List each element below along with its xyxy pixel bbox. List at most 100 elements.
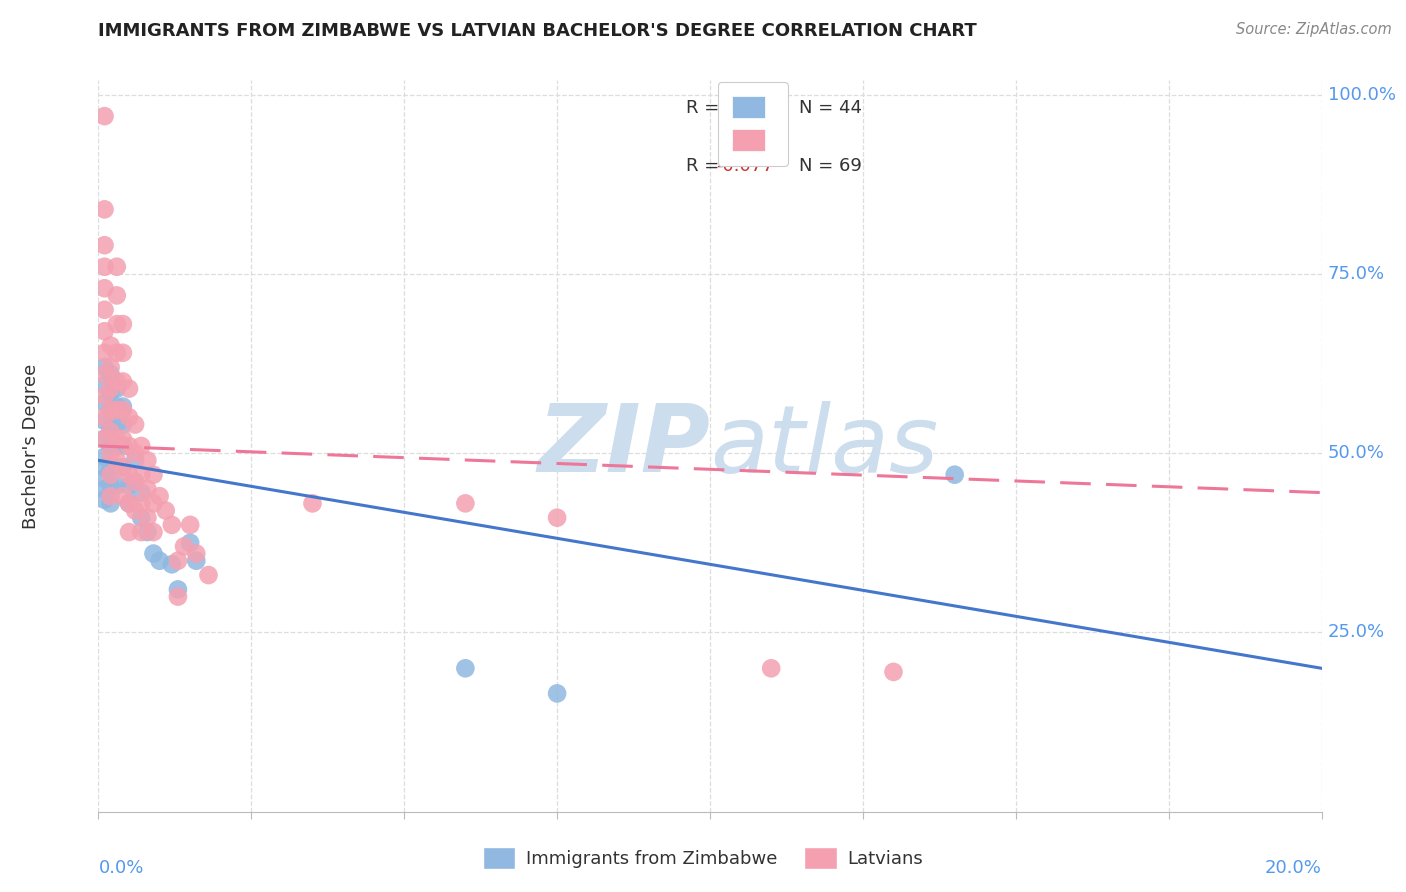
- Point: [883, 665, 905, 679]
- Point: [759, 661, 782, 675]
- Point: [124, 453, 146, 467]
- Point: [160, 558, 183, 572]
- Point: [301, 496, 323, 510]
- Point: [111, 460, 134, 475]
- Point: [124, 417, 146, 432]
- Point: [179, 536, 201, 550]
- Point: [105, 288, 128, 302]
- Point: [93, 460, 115, 475]
- Point: [118, 496, 141, 510]
- Point: [136, 453, 159, 467]
- Point: [129, 439, 152, 453]
- Point: [93, 396, 115, 410]
- Point: [93, 492, 115, 507]
- Text: atlas: atlas: [710, 401, 938, 491]
- Point: [105, 317, 128, 331]
- Point: [100, 382, 122, 396]
- Point: [93, 450, 115, 464]
- Point: [546, 686, 568, 700]
- Point: [93, 410, 115, 425]
- Point: [118, 382, 141, 396]
- Text: IMMIGRANTS FROM ZIMBABWE VS LATVIAN BACHELOR'S DEGREE CORRELATION CHART: IMMIGRANTS FROM ZIMBABWE VS LATVIAN BACH…: [98, 22, 977, 40]
- Point: [186, 554, 208, 568]
- Point: [93, 414, 115, 428]
- Point: [100, 460, 122, 475]
- Point: [93, 345, 115, 359]
- Point: [100, 467, 122, 482]
- Point: [173, 540, 195, 554]
- Point: [118, 478, 141, 492]
- Point: [105, 345, 128, 359]
- Point: [93, 238, 115, 252]
- Point: [129, 467, 152, 482]
- Point: [93, 471, 115, 485]
- Point: [124, 475, 146, 489]
- Point: [129, 510, 152, 524]
- Point: [93, 202, 115, 217]
- Point: [100, 403, 122, 417]
- Point: [111, 439, 134, 453]
- Legend: Immigrants from Zimbabwe, Latvians: Immigrants from Zimbabwe, Latvians: [474, 838, 932, 879]
- Point: [100, 489, 122, 503]
- Point: [100, 421, 122, 435]
- Point: [149, 554, 172, 568]
- Point: [93, 324, 115, 338]
- Text: 25.0%: 25.0%: [1327, 624, 1385, 641]
- Point: [179, 517, 201, 532]
- Point: [93, 360, 115, 375]
- Point: [111, 403, 134, 417]
- Point: [100, 338, 122, 352]
- Text: 20.0%: 20.0%: [1265, 859, 1322, 877]
- Text: Bachelor's Degree: Bachelor's Degree: [22, 363, 41, 529]
- Point: [100, 403, 122, 417]
- Point: [105, 403, 128, 417]
- Point: [129, 496, 152, 510]
- Point: [105, 453, 128, 467]
- Point: [546, 510, 568, 524]
- Point: [124, 446, 146, 460]
- Point: [100, 360, 122, 375]
- Point: [167, 582, 190, 597]
- Point: [105, 382, 128, 396]
- Point: [93, 281, 115, 295]
- Point: [93, 260, 115, 274]
- Point: [100, 446, 122, 460]
- Text: N = 44: N = 44: [800, 99, 862, 117]
- Point: [100, 425, 122, 439]
- Point: [155, 503, 177, 517]
- Point: [111, 400, 134, 414]
- Point: [111, 345, 134, 359]
- Text: 0.0%: 0.0%: [98, 859, 143, 877]
- Point: [105, 460, 128, 475]
- Point: [142, 467, 165, 482]
- Point: [454, 661, 477, 675]
- Point: [111, 375, 134, 389]
- Point: [118, 524, 141, 539]
- Point: [136, 524, 159, 539]
- Point: [105, 400, 128, 414]
- Point: [160, 517, 183, 532]
- Point: [93, 368, 115, 382]
- Point: [111, 317, 134, 331]
- Point: [118, 410, 141, 425]
- Point: [100, 439, 122, 453]
- Point: [129, 524, 152, 539]
- Text: -0.238: -0.238: [716, 99, 775, 117]
- Point: [129, 485, 152, 500]
- Point: [105, 478, 128, 492]
- Point: [100, 368, 122, 382]
- Point: [105, 432, 128, 446]
- Text: Source: ZipAtlas.com: Source: ZipAtlas.com: [1236, 22, 1392, 37]
- Point: [111, 489, 134, 503]
- Point: [142, 524, 165, 539]
- Point: [167, 554, 190, 568]
- Point: [105, 417, 128, 432]
- Text: ZIP: ZIP: [537, 400, 710, 492]
- Point: [93, 302, 115, 317]
- Text: -0.077: -0.077: [716, 157, 773, 175]
- Point: [105, 375, 128, 389]
- Point: [167, 590, 190, 604]
- Point: [136, 482, 159, 496]
- Text: 100.0%: 100.0%: [1327, 86, 1396, 103]
- Point: [454, 496, 477, 510]
